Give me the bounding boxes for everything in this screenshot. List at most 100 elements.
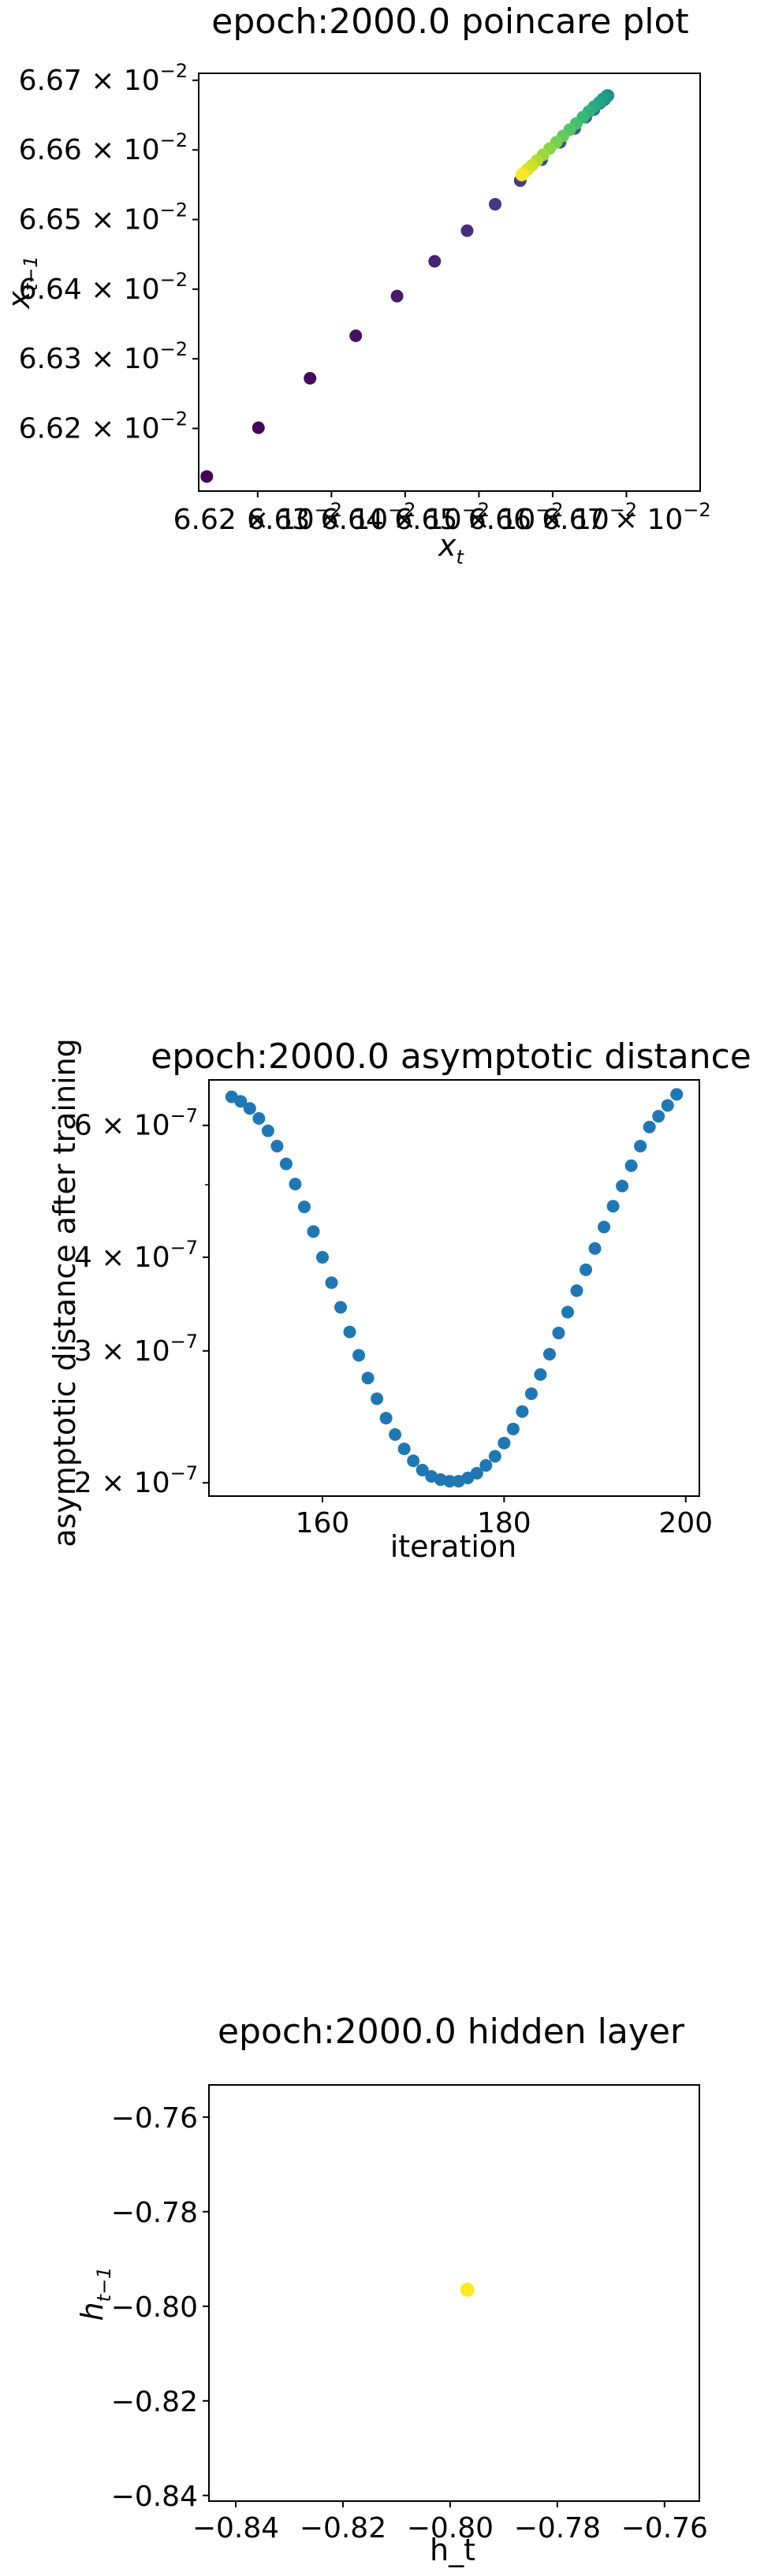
asymptotic-point: [361, 1372, 375, 1385]
hidden-x-ticks: −0.84 −0.82 −0.80 −0.78 −0.76: [192, 2501, 708, 2544]
asymptotic-point: [289, 1178, 302, 1191]
hidden-title: epoch:2000.0 hidden layer: [218, 2012, 685, 2052]
asymptotic-point: [524, 1387, 538, 1401]
asymptotic-point: [307, 1225, 320, 1238]
poincare-point: [200, 470, 214, 483]
asymptotic-point: [407, 1454, 420, 1468]
asymptotic-point: [561, 1305, 574, 1319]
asymptotic-point: [498, 1436, 511, 1450]
asymptotic-point: [570, 1284, 583, 1297]
asymptotic-point: [334, 1301, 348, 1314]
asymptotic-point: [624, 1159, 638, 1172]
asymptotic-point: [598, 1220, 611, 1234]
poincare-point: [460, 224, 474, 237]
asymptotic-point: [542, 1347, 556, 1361]
asymptotic-y-tick-label: 4 × 10−7: [74, 1237, 198, 1274]
hidden-point: [460, 2282, 475, 2297]
asymptotic-point: [588, 1241, 602, 1255]
hidden-y-tick-label: −0.76: [111, 2102, 198, 2135]
poincare-y-tick-label: 6.65 × 10−2: [19, 199, 188, 236]
hidden-x-tick-label: −0.78: [514, 2512, 601, 2544]
asymptotic-y-tick-label: 2 × 10−7: [74, 1462, 198, 1499]
asymptotic-point: [661, 1099, 674, 1112]
asymptotic-point: [552, 1327, 565, 1340]
hidden-x-label: h_t: [430, 2533, 475, 2567]
hidden-x-tick-label: −0.80: [407, 2512, 494, 2544]
poincare-y-tick-label: 6.66 × 10−2: [19, 129, 188, 166]
asymptotic-point: [643, 1120, 656, 1134]
hidden-x-tick-label: −0.84: [192, 2512, 279, 2544]
asymptotic-point: [416, 1463, 429, 1476]
asymptotic-x-ticks: 160 180 200: [296, 1496, 713, 1539]
poincare-y-ticks: 6.62 × 10−2 6.63 × 10−2 6.64 × 10−2 6.65 × …: [19, 60, 199, 445]
asymptotic-point: [270, 1139, 284, 1152]
hidden-plot-frame: [208, 2084, 700, 2502]
asymptotic-point: [343, 1325, 356, 1338]
asymptotic-point: [252, 1111, 266, 1125]
asymptotic-title: epoch:2000.0 asymptotic distance: [151, 1037, 751, 1077]
poincare-y-tick-label: 6.62 × 10−2: [19, 408, 188, 445]
poincare-y-tick-label: 6.64 × 10−2: [19, 269, 188, 306]
poincare-point: [488, 198, 501, 211]
asymptotic-point: [670, 1088, 684, 1101]
poincare-point: [390, 289, 404, 303]
asymptotic-point: [279, 1157, 293, 1171]
hidden-x-tick-label: −0.82: [300, 2512, 386, 2544]
poincare-point: [252, 421, 265, 434]
asymptotic-y-ticks: 2 × 10−7 3 × 10−7 4 × 10−7 6 × 10−7: [74, 1105, 209, 1499]
asymptotic-point: [616, 1179, 629, 1193]
poincare-y-tick-label: 6.63 × 10−2: [19, 338, 188, 375]
asymptotic-point: [488, 1450, 501, 1463]
poincare-point: [349, 329, 363, 343]
asymptotic-points: [225, 1088, 684, 1488]
poincare-x-tick-label: 6.66 × 10−2: [468, 499, 637, 536]
poincare-point: [515, 168, 528, 181]
hidden-y-tick-label: −0.78: [111, 2197, 198, 2229]
asymptotic-x-tick-label: 180: [477, 1507, 531, 1539]
asymptotic-plot-frame: [208, 1079, 700, 1497]
poincare-chart: epoch:2000.0 poincare plot 6.62 × 10−26.…: [2, 2, 711, 568]
asymptotic-point: [315, 1251, 329, 1264]
asymptotic-x-tick-label: 200: [658, 1507, 713, 1539]
asymptotic-point: [534, 1368, 547, 1381]
asymptotic-point: [470, 1466, 483, 1480]
asymptotic-point: [371, 1392, 384, 1405]
hidden-x-tick-label: −0.76: [621, 2512, 708, 2544]
asymptotic-point: [479, 1459, 493, 1472]
asymptotic-point: [243, 1102, 256, 1115]
asymptotic-point: [325, 1276, 338, 1290]
asymptotic-point: [397, 1442, 411, 1456]
asymptotic-point: [379, 1412, 393, 1425]
asymptotic-x-label: iteration: [390, 1529, 517, 1564]
poincare-x-tick-label: 6.65 × 10−2: [394, 499, 563, 536]
asymptotic-point: [516, 1405, 529, 1418]
hidden-y-tick-label: −0.82: [111, 2386, 198, 2418]
poincare-x-tick-label: 6.63 × 10−2: [247, 499, 416, 536]
hidden-y-ticks: −0.84 −0.82 −0.80 −0.78 −0.76: [111, 2102, 209, 2513]
poincare-x-ticks: 6.62 × 10−26.63 × 10−26.64 × 10−26.65 × …: [173, 491, 711, 536]
hidden-y-tick-label: −0.80: [111, 2291, 198, 2324]
poincare-point: [304, 371, 317, 385]
asymptotic-point: [606, 1200, 620, 1213]
asymptotic-point: [506, 1422, 520, 1435]
poincare-point: [428, 255, 442, 268]
asymptotic-point: [234, 1095, 248, 1108]
asymptotic-point: [652, 1110, 665, 1123]
asymptotic-y-tick-label: 6 × 10−7: [74, 1105, 198, 1142]
poincare-y-tick-label: 6.67 × 10−2: [19, 60, 188, 97]
hidden-y-label: ht−1: [75, 2267, 115, 2321]
hidden-points: [460, 2282, 475, 2297]
poincare-y-label: xt−1: [2, 255, 42, 309]
asymptotic-y-label: asymptotic distance after training: [47, 1038, 82, 1547]
asymptotic-chart: epoch:2000.0 asymptotic distance 2 × 10−…: [47, 1037, 751, 1564]
asymptotic-point: [443, 1475, 457, 1488]
hidden-y-tick-label: −0.84: [111, 2481, 198, 2513]
poincare-title: epoch:2000.0 poincare plot: [211, 2, 688, 42]
asymptotic-point: [352, 1349, 366, 1362]
asymptotic-point: [261, 1124, 274, 1137]
asymptotic-point: [297, 1201, 311, 1214]
hidden-chart: epoch:2000.0 hidden layer −0.84−0.82−0.8…: [75, 2012, 708, 2567]
asymptotic-point: [389, 1428, 402, 1441]
poincare-x-tick-label: 6.62 × 10−2: [173, 499, 342, 536]
